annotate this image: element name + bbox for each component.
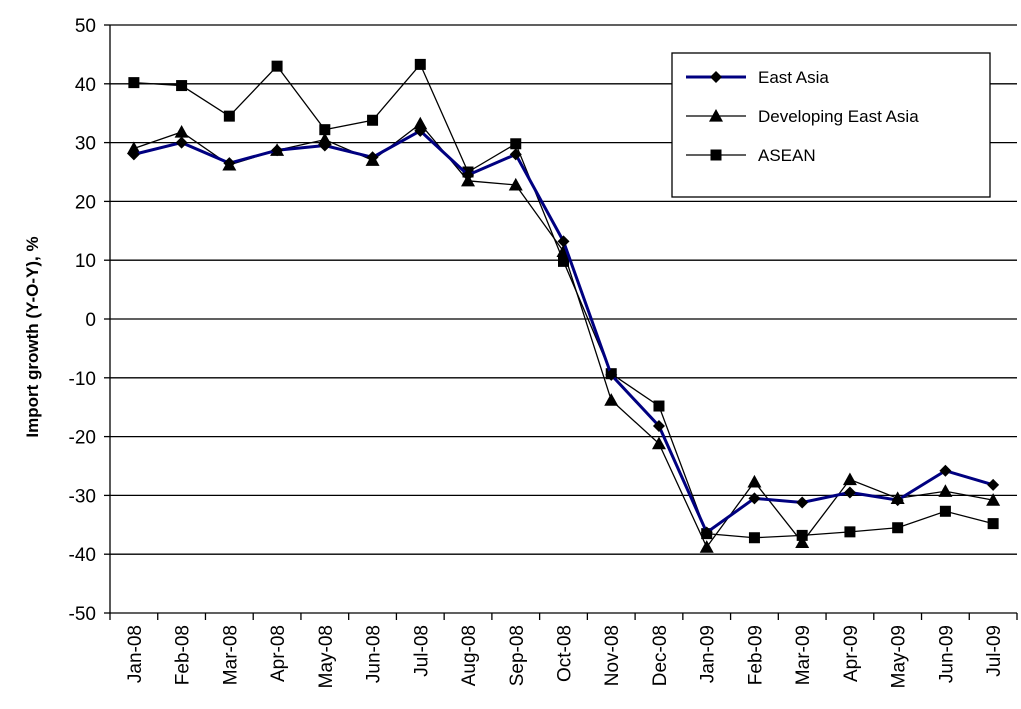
data-point xyxy=(892,522,904,534)
x-tick-label: Apr-09 xyxy=(841,625,862,682)
x-tick-label: Mar-08 xyxy=(220,625,241,685)
data-point xyxy=(987,478,1000,491)
data-point xyxy=(558,255,569,267)
axes xyxy=(104,24,1018,620)
legend-marker xyxy=(710,149,722,161)
x-tick-label: Oct-08 xyxy=(555,625,576,682)
x-tick-label: Jun-09 xyxy=(936,625,957,683)
data-point xyxy=(748,492,761,505)
data-point xyxy=(699,540,714,553)
data-point xyxy=(938,484,953,497)
data-point xyxy=(939,505,951,517)
data-point xyxy=(175,136,188,149)
data-point xyxy=(367,114,379,126)
data-point xyxy=(414,124,427,137)
legend: East Asia Developing East Asia ASEAN xyxy=(671,52,991,198)
x-tick-label: Mar-09 xyxy=(793,625,814,685)
legend-marker xyxy=(710,71,722,83)
x-tick-label: May-09 xyxy=(889,625,910,688)
data-point xyxy=(127,148,140,161)
y-tick-label: 40 xyxy=(75,75,96,96)
x-tick-label: Apr-08 xyxy=(268,625,289,682)
data-point xyxy=(987,518,999,530)
data-point xyxy=(271,60,283,72)
x-tick-label: Nov-08 xyxy=(602,625,623,686)
series-east-asia xyxy=(127,124,1000,539)
data-point xyxy=(462,168,475,181)
legend-entry: ASEAN xyxy=(686,146,816,165)
legend-label: Developing East Asia xyxy=(758,107,919,126)
data-point xyxy=(414,58,426,70)
legend-entry: East Asia xyxy=(686,68,829,87)
y-tick-labels: -50 -40 -30 -20 -10 0 10 20 30 40 50 xyxy=(69,16,96,625)
data-point xyxy=(271,144,284,157)
x-tick-label: Jun-08 xyxy=(364,625,385,683)
legend-label: East Asia xyxy=(758,68,829,87)
y-tick-label: 30 xyxy=(75,134,96,155)
y-tick-label: 50 xyxy=(75,16,96,37)
legend-entry: Developing East Asia xyxy=(686,107,919,126)
y-tick-label: -50 xyxy=(69,604,96,625)
data-point xyxy=(604,393,619,406)
data-point xyxy=(747,474,762,488)
data-point xyxy=(891,494,904,507)
data-point xyxy=(605,368,618,381)
y-tick-label: 10 xyxy=(75,251,96,272)
y-tick-label: -20 xyxy=(69,428,96,449)
data-point xyxy=(174,125,189,138)
data-point xyxy=(748,532,760,544)
x-tick-labels: Jan-08 Feb-08 Mar-08 Apr-08 May-08 Jun-08 Jul-… xyxy=(125,625,1005,688)
data-point xyxy=(795,535,810,549)
y-tick-label: -10 xyxy=(69,369,96,390)
y-tick-label: 0 xyxy=(85,310,96,331)
y-axis-title: Import growth (Y-O-Y), % xyxy=(23,236,42,437)
data-point xyxy=(844,526,856,538)
data-point xyxy=(651,436,666,450)
data-point xyxy=(508,177,523,191)
x-tick-label: Jul-08 xyxy=(411,625,432,677)
y-tick-label: -30 xyxy=(69,486,96,507)
y-tick-label: -40 xyxy=(69,545,96,566)
data-point xyxy=(796,496,809,509)
data-point xyxy=(796,529,808,541)
data-point xyxy=(413,116,428,130)
data-point xyxy=(223,110,235,122)
data-point xyxy=(317,132,332,146)
data-point xyxy=(700,526,713,539)
x-tick-label: Aug-08 xyxy=(459,625,480,686)
data-point xyxy=(318,139,331,152)
x-tick-label: Jan-09 xyxy=(698,625,719,683)
x-tick-label: Feb-09 xyxy=(745,625,766,685)
legend-label: ASEAN xyxy=(758,146,816,165)
data-point xyxy=(652,420,665,433)
data-point xyxy=(510,138,522,150)
legend-marker xyxy=(709,109,723,122)
x-tick-label: Feb-08 xyxy=(173,625,194,685)
data-point xyxy=(176,80,188,92)
y-tick-label: 20 xyxy=(75,192,96,213)
data-point xyxy=(509,148,522,161)
data-point xyxy=(986,493,1001,506)
x-tick-label: May-08 xyxy=(316,625,337,688)
data-point xyxy=(843,486,856,499)
x-tick-label: Jan-08 xyxy=(125,625,146,683)
data-point xyxy=(842,472,857,486)
x-tick-label: Sep-08 xyxy=(507,625,528,686)
x-tick-label: Dec-08 xyxy=(650,625,671,686)
series-layer xyxy=(126,58,1001,553)
data-point xyxy=(939,464,952,477)
data-point xyxy=(223,157,236,170)
data-point xyxy=(128,77,140,89)
data-point xyxy=(319,124,331,136)
data-point xyxy=(366,151,379,164)
data-point xyxy=(653,400,665,412)
x-tick-label: Jul-09 xyxy=(984,625,1005,677)
data-point xyxy=(126,141,141,155)
data-point xyxy=(557,235,570,248)
